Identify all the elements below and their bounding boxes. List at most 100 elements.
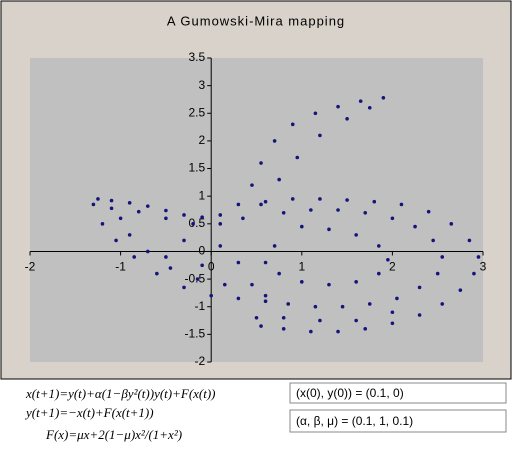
point — [236, 202, 241, 207]
point — [476, 255, 481, 259]
point — [263, 260, 268, 265]
x-tick-label: 0 — [208, 260, 215, 274]
point — [458, 288, 463, 292]
point — [182, 285, 186, 290]
point — [96, 197, 100, 201]
point — [340, 304, 345, 309]
point — [259, 324, 263, 328]
point — [300, 280, 304, 284]
point — [109, 198, 114, 203]
point — [218, 222, 223, 226]
chart-title: A Gumowski-Mira mapping — [167, 13, 345, 28]
point — [91, 202, 96, 207]
formula: F(x)=μx+2(1−μ)x²/(1+x²) — [45, 427, 182, 442]
point — [164, 208, 168, 213]
point — [241, 216, 245, 221]
point — [168, 266, 173, 270]
point — [295, 155, 300, 160]
point — [259, 202, 263, 207]
initial-box — [289, 382, 507, 404]
x-tick-label: -1 — [115, 260, 126, 274]
point — [281, 315, 286, 320]
point — [114, 238, 118, 243]
y-tick-label: 3 — [199, 78, 206, 92]
point — [277, 177, 281, 182]
point — [363, 210, 368, 215]
point — [426, 209, 431, 214]
point — [272, 244, 277, 248]
point — [413, 224, 417, 229]
point — [136, 209, 141, 214]
point — [318, 318, 322, 323]
point — [318, 197, 322, 201]
point — [118, 216, 123, 221]
y-tick-label: 2 — [199, 133, 206, 147]
y-tick-label: -0.5 — [185, 271, 206, 285]
point — [399, 202, 404, 207]
y-tick-label: 3.5 — [189, 50, 206, 64]
point — [390, 321, 395, 326]
point — [145, 249, 150, 254]
point — [127, 201, 132, 205]
formula: y(t+1)=−x(t)+F(x(t+1)) — [24, 405, 154, 420]
point — [236, 260, 241, 265]
point — [327, 282, 331, 287]
point — [164, 216, 168, 221]
point — [290, 122, 295, 127]
point — [390, 216, 395, 221]
point — [218, 244, 223, 248]
point — [440, 302, 445, 306]
point — [254, 315, 259, 320]
point — [200, 263, 204, 268]
point — [472, 271, 476, 276]
point — [372, 199, 377, 204]
point — [281, 327, 286, 331]
point — [182, 238, 186, 243]
point — [327, 227, 331, 232]
y-tick-label: -1 — [195, 299, 206, 313]
point — [358, 99, 363, 103]
parameters: (α, β, μ) = (0.1, 1, 0.1) — [296, 414, 413, 428]
point — [100, 222, 105, 226]
y-tick-label: 0 — [199, 244, 206, 258]
point — [127, 233, 132, 237]
point — [218, 213, 223, 217]
point — [417, 313, 422, 317]
point — [336, 208, 340, 212]
point — [200, 215, 204, 219]
initial-condition: (x(0), y(0)) = (0.1, 0) — [296, 386, 404, 400]
point — [309, 208, 313, 212]
point — [381, 95, 386, 100]
point — [132, 255, 136, 259]
point — [354, 233, 358, 237]
point — [263, 293, 268, 298]
x-tick-label: 2 — [389, 260, 396, 274]
point — [449, 222, 454, 226]
point — [195, 277, 200, 281]
point — [259, 161, 263, 165]
point — [440, 255, 445, 259]
point — [300, 224, 304, 229]
point — [354, 280, 358, 284]
y-tick-label: 2.5 — [189, 105, 206, 119]
point — [250, 282, 254, 287]
y-tick-label: 0.5 — [189, 216, 206, 230]
point — [395, 296, 399, 301]
point — [363, 327, 368, 331]
formula: x(t+1)=y(t)+α(1−βy²(t))y(t)+F(x(t)) — [25, 386, 216, 401]
point — [191, 222, 195, 226]
point — [209, 293, 213, 298]
y-tick-label: 1 — [199, 188, 206, 202]
point — [222, 282, 227, 287]
point — [313, 304, 318, 309]
point — [182, 213, 186, 217]
x-tick-label: 3 — [480, 260, 487, 274]
point — [336, 104, 340, 109]
point — [345, 198, 349, 202]
point — [155, 271, 159, 276]
point — [377, 271, 381, 276]
point — [318, 133, 322, 138]
point — [336, 329, 340, 334]
point — [277, 271, 281, 276]
